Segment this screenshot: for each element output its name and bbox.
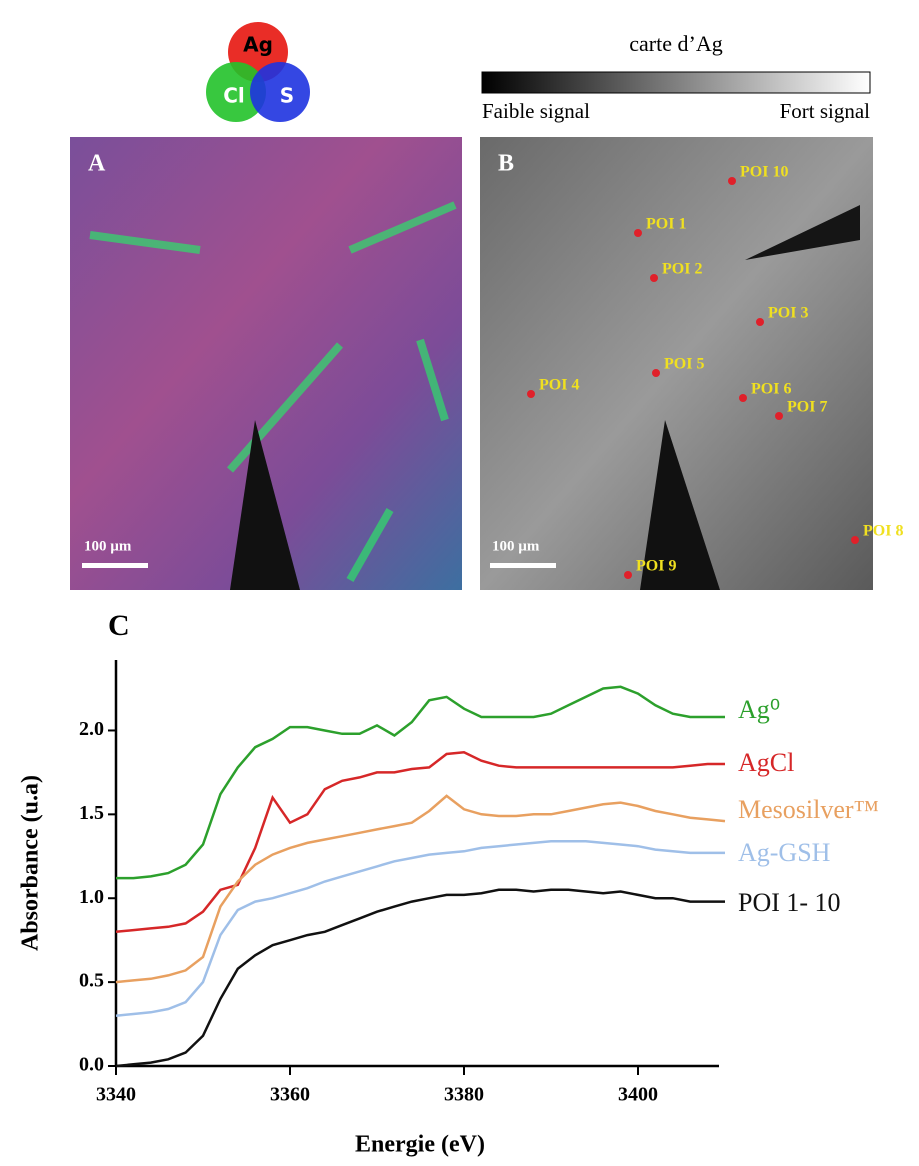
x-tick-label: 3400: [618, 1084, 658, 1106]
poi-label: POI 10: [740, 164, 788, 181]
poi-marker: [527, 390, 535, 398]
series-line: [115, 839, 725, 1017]
colorbar: [481, 71, 871, 94]
panel-a-dark: [230, 420, 300, 590]
poi-label: POI 2: [662, 261, 702, 278]
panel-label: B: [498, 151, 514, 177]
rgb-label: Ag: [243, 33, 273, 57]
x-tick-label: 3380: [444, 1084, 484, 1106]
series-line: [116, 685, 725, 880]
scale-low: Faible signal: [482, 99, 590, 123]
rgb-label: S: [280, 84, 294, 108]
scalebar-label: 100 µm: [492, 538, 540, 554]
legend-label: Ag⁰: [738, 695, 780, 724]
poi-marker: [650, 274, 658, 282]
x-tick-label: 3360: [270, 1084, 310, 1106]
scale-high: Fort signal: [780, 99, 871, 123]
y-tick-label: 0.5: [79, 970, 104, 992]
panel-label: A: [88, 151, 106, 177]
panel-a-texture: [89, 201, 457, 582]
poi-label: POI 9: [636, 558, 676, 575]
x-tick-label: 3340: [96, 1084, 136, 1106]
chart: C 0.0 0.5 1.0 1.5 2.0 3340 3360 3380 3400 Energie …: [18, 609, 880, 1158]
poi-label: POI 7: [787, 399, 827, 416]
series-line: [115, 751, 725, 934]
legend-label: Ag-GSH: [738, 838, 831, 867]
poi-marker: [728, 177, 736, 185]
poi-marker: [851, 536, 859, 544]
poi-marker: [739, 394, 747, 402]
y-axis-label: Absorbance (u.a): [18, 775, 44, 951]
rgb-legend: Ag Cl S: [206, 22, 310, 122]
panel-b-dark: [640, 420, 720, 590]
legend-label: AgCl: [738, 748, 794, 777]
poi-label: POI 6: [751, 381, 791, 398]
scalebar-label: 100 µm: [84, 538, 132, 554]
poi-marker: [634, 229, 642, 237]
poi-label: POI 5: [664, 356, 704, 373]
rgb-label: Cl: [223, 84, 245, 108]
series-line: [115, 794, 726, 984]
map-title: carte d’Ag: [629, 31, 722, 56]
poi-label: POI 4: [539, 377, 579, 394]
poi-marker: [624, 571, 632, 579]
poi-marker: [756, 318, 764, 326]
x-axis-label: Energie (eV): [355, 1132, 485, 1158]
legend-label: POI 1- 10: [738, 888, 841, 917]
panel-b-dark: [745, 205, 860, 260]
panel-label: C: [108, 609, 130, 642]
scalebar: [490, 563, 556, 568]
series-line: [115, 888, 725, 1068]
legend-label: Mesosilver™: [738, 795, 879, 824]
scalebar: [82, 563, 148, 568]
y-tick-label: 2.0: [79, 718, 104, 740]
y-tick-label: 1.0: [79, 886, 104, 908]
poi-label: POI 8: [863, 523, 903, 540]
y-tick-label: 1.5: [79, 802, 104, 824]
y-tick-label: 0.0: [79, 1054, 104, 1076]
poi-marker: [652, 369, 660, 377]
poi-marker: [775, 412, 783, 420]
poi-label: POI 3: [768, 305, 808, 322]
poi-label: POI 1: [646, 216, 686, 233]
